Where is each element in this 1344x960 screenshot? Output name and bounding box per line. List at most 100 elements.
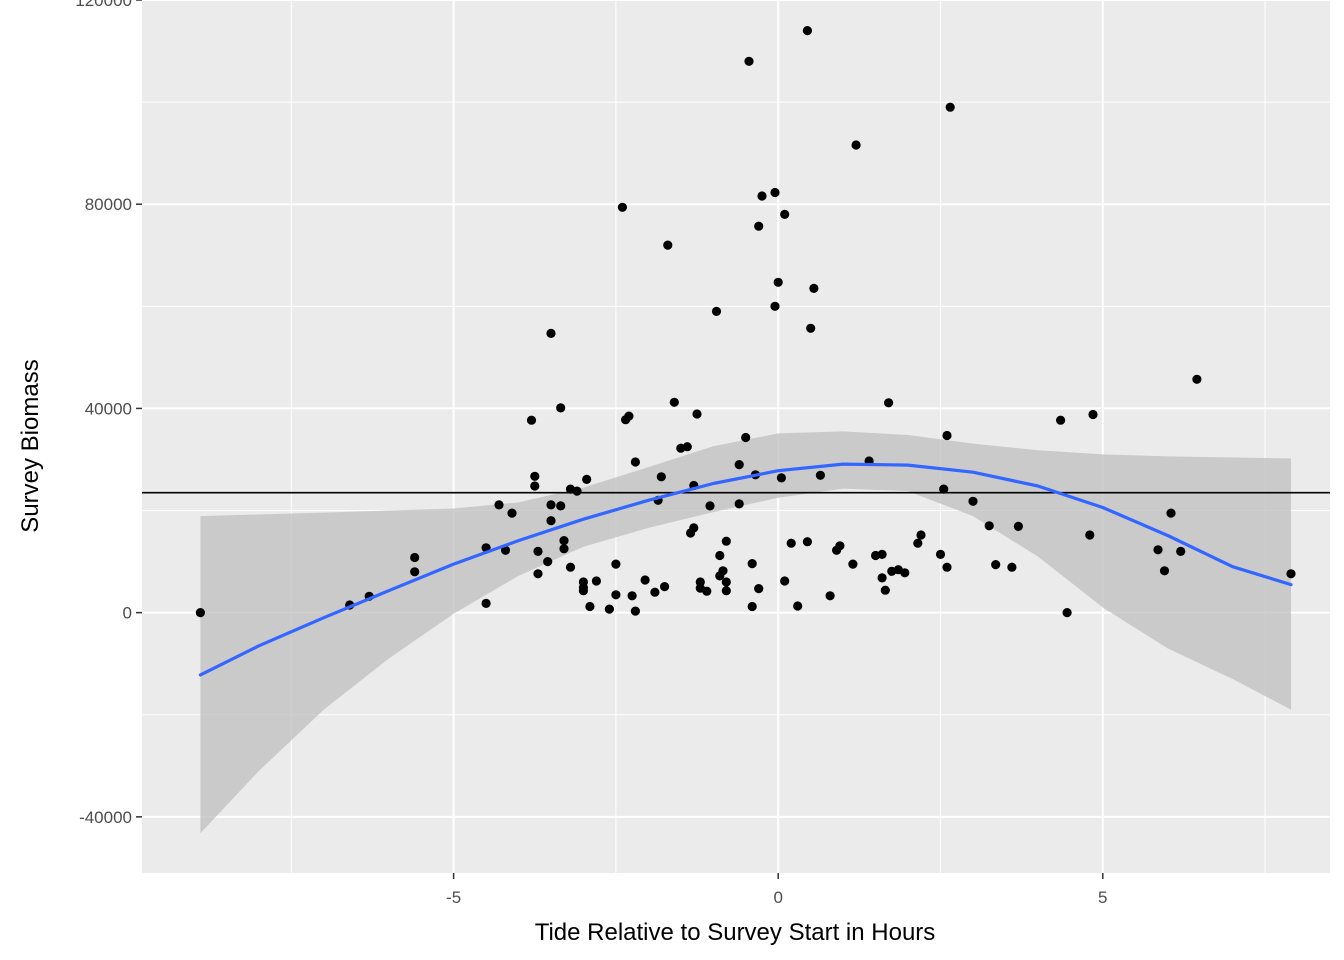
- data-point: [968, 496, 978, 506]
- data-point: [945, 102, 955, 112]
- data-point: [942, 430, 952, 441]
- data-point: [582, 474, 592, 484]
- data-point: [543, 557, 553, 567]
- data-point: [1153, 545, 1163, 555]
- data-point: [1085, 530, 1095, 540]
- data-point: [195, 608, 205, 618]
- data-point: [991, 560, 1001, 570]
- data-point: [877, 573, 887, 583]
- data-point: [530, 471, 540, 481]
- data-point: [627, 591, 637, 601]
- data-point: [556, 501, 566, 511]
- y-tick-label: 120000: [75, 0, 132, 10]
- data-point: [711, 306, 722, 316]
- data-point: [773, 277, 783, 287]
- data-point: [916, 530, 926, 540]
- y-axis-title: Survey Biomass: [17, 359, 44, 532]
- data-point: [1286, 569, 1296, 579]
- data-point: [410, 567, 420, 577]
- data-point: [1176, 546, 1186, 557]
- data-point: [640, 575, 650, 585]
- data-point: [1166, 508, 1176, 518]
- data-point: [1192, 374, 1202, 384]
- data-point: [780, 576, 790, 586]
- data-point: [718, 566, 728, 576]
- data-point: [877, 549, 887, 560]
- data-point: [1159, 566, 1170, 576]
- data-point: [913, 538, 923, 548]
- data-point: [481, 598, 491, 609]
- data-point: [705, 501, 715, 511]
- data-point: [624, 411, 634, 421]
- data-point: [809, 283, 819, 293]
- data-point: [848, 559, 858, 569]
- data-point: [935, 549, 946, 560]
- data-point: [692, 409, 702, 419]
- x-axis-ticks: -5 0 5: [446, 873, 1108, 907]
- data-point: [815, 470, 826, 480]
- data-point: [669, 397, 679, 407]
- data-point: [754, 221, 764, 231]
- data-point: [507, 508, 517, 518]
- data-point: [734, 499, 744, 509]
- data-point: [630, 606, 641, 616]
- data-point: [611, 559, 621, 569]
- data-point: [825, 591, 835, 601]
- data-point: [689, 523, 699, 533]
- data-point: [721, 536, 731, 546]
- data-point: [546, 328, 556, 338]
- data-point: [1088, 409, 1098, 420]
- data-point: [533, 546, 543, 557]
- data-point: [754, 584, 764, 594]
- data-point: [786, 538, 796, 548]
- data-point: [776, 473, 787, 483]
- data-point: [793, 601, 803, 611]
- data-point: [585, 601, 595, 612]
- data-point: [741, 432, 751, 443]
- data-point: [500, 545, 511, 555]
- x-tick-label: 5: [1098, 888, 1107, 907]
- smooth-line: [198, 462, 1293, 677]
- data-point: [721, 586, 731, 596]
- data-point: [630, 457, 641, 467]
- x-axis-title: Tide Relative to Survey Start in Hours: [535, 919, 936, 946]
- y-tick-label: 40000: [85, 399, 132, 418]
- data-point: [757, 191, 767, 201]
- data-point: [702, 586, 712, 596]
- data-point: [802, 26, 813, 36]
- data-point: [1013, 521, 1024, 532]
- data-point: [942, 562, 952, 572]
- data-point: [617, 202, 628, 212]
- data-point: [715, 550, 725, 561]
- data-point: [835, 541, 845, 551]
- x-tick-label: 0: [773, 888, 782, 907]
- data-point: [410, 552, 420, 563]
- data-point: [656, 472, 666, 482]
- data-point: [565, 562, 576, 572]
- data-point: [682, 442, 692, 452]
- data-point: [802, 537, 813, 547]
- data-point: [533, 569, 543, 579]
- y-tick-label: 0: [123, 604, 132, 623]
- data-point: [1056, 415, 1066, 425]
- data-point: [591, 576, 602, 586]
- data-point: [663, 240, 673, 250]
- data-points: [195, 26, 1296, 618]
- data-point: [1007, 562, 1017, 572]
- x-tick-label: -5: [446, 888, 461, 907]
- data-point: [556, 403, 566, 413]
- data-point: [604, 604, 615, 614]
- data-point: [546, 500, 556, 510]
- y-tick-label: 80000: [85, 195, 132, 214]
- panel-background: [142, 0, 1330, 873]
- data-point: [559, 536, 569, 546]
- y-axis-ticks: -40000 0 40000 80000 120000: [75, 0, 142, 827]
- data-point: [884, 398, 894, 408]
- data-point: [721, 577, 731, 587]
- data-point: [494, 500, 504, 510]
- confidence-band: [200, 431, 1291, 834]
- data-point: [572, 486, 582, 496]
- data-point: [747, 601, 757, 612]
- data-point: [734, 460, 744, 470]
